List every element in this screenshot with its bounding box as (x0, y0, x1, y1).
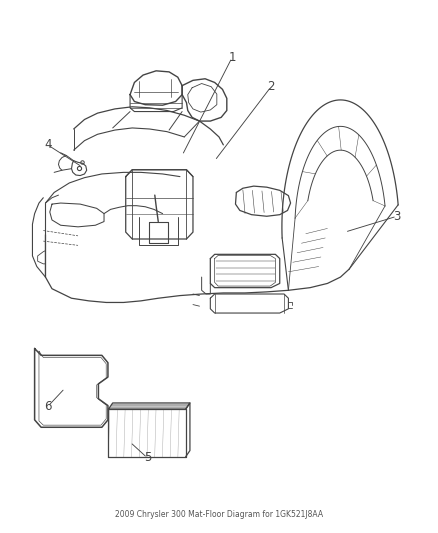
Text: 5: 5 (144, 451, 151, 464)
Text: 2: 2 (267, 80, 275, 93)
Text: 4: 4 (44, 139, 51, 151)
Text: 3: 3 (393, 210, 401, 223)
Text: 6: 6 (44, 400, 51, 413)
Text: 2009 Chrysler 300 Mat-Floor Diagram for 1GK521J8AA: 2009 Chrysler 300 Mat-Floor Diagram for … (115, 510, 323, 519)
Text: 1: 1 (228, 51, 236, 64)
